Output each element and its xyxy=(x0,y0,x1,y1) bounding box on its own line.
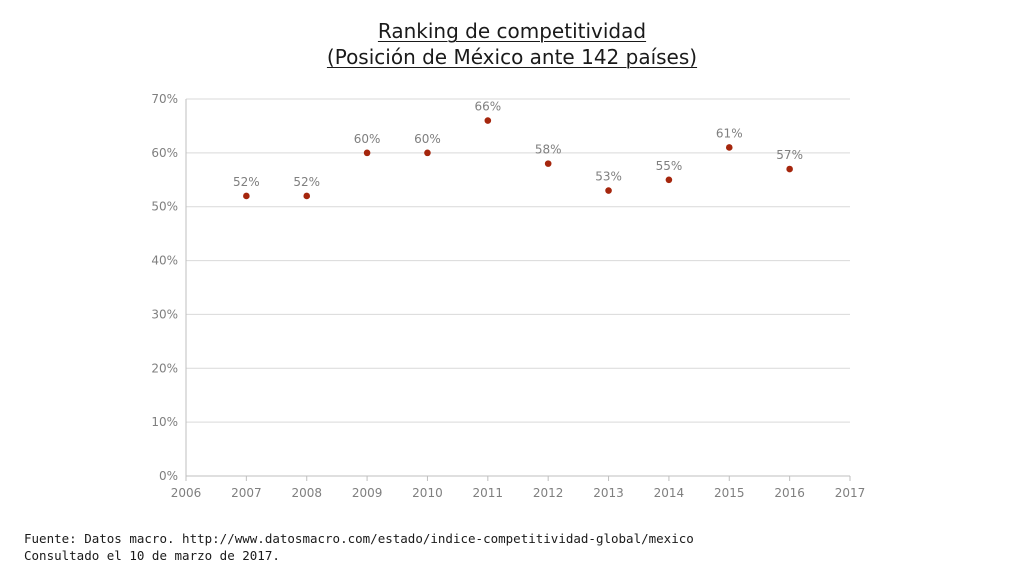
data-point xyxy=(665,176,673,184)
data-label: 55% xyxy=(656,159,683,173)
data-label: 57% xyxy=(776,148,803,162)
source-text: Fuente: Datos macro. http://www.datosmac… xyxy=(24,531,694,546)
x-tick-label: 2016 xyxy=(774,486,805,500)
data-point xyxy=(363,149,371,157)
data-label: 53% xyxy=(595,170,622,184)
data-point xyxy=(303,192,311,200)
axis-layer: 0% 10% 20% 30% 40% 50% 60% 70% 2006 2007 2008 2009 2… xyxy=(151,92,865,500)
x-tick-label: 2014 xyxy=(654,486,685,500)
data-point xyxy=(544,160,552,167)
x-tick-label: 2010 xyxy=(412,486,443,500)
x-tick-label: 2017 xyxy=(835,486,866,500)
data-point xyxy=(424,149,431,157)
data-label: 61% xyxy=(716,126,743,140)
x-tick-label: 2013 xyxy=(593,486,624,500)
mark-layer: 52% 52% 60% 60% 66% 58% 53% 55% 61% 57% xyxy=(233,100,803,200)
data-point xyxy=(605,187,612,194)
x-tick-label: 2011 xyxy=(473,486,504,500)
x-tick-label: 2008 xyxy=(291,486,322,500)
y-tick-label: 10% xyxy=(151,415,178,429)
data-label: 60% xyxy=(414,132,441,146)
y-tick-label: 40% xyxy=(151,254,178,268)
y-tick-label: 60% xyxy=(151,146,178,160)
y-tick-label: 0% xyxy=(159,469,178,483)
data-point xyxy=(484,117,492,124)
x-tick-label: 2009 xyxy=(352,486,383,500)
chart-subtitle: (Posición de México ante 142 países) xyxy=(326,45,698,69)
y-tick-label: 20% xyxy=(151,361,178,375)
grid-layer xyxy=(186,98,850,423)
source-note: Fuente: Datos macro. http://www.datosmac… xyxy=(24,530,694,564)
data-label: 52% xyxy=(233,175,260,189)
data-label: 60% xyxy=(354,132,381,146)
data-point xyxy=(786,165,793,173)
data-point xyxy=(243,192,250,200)
x-tick-label: 2012 xyxy=(533,486,564,500)
consulted-date: Consultado el 10 de marzo de 2017. xyxy=(24,548,280,563)
y-tick-label: 50% xyxy=(151,200,178,214)
chart-title: Ranking de competitividad xyxy=(377,19,647,43)
x-tick-label: 2015 xyxy=(714,486,745,500)
data-label: 58% xyxy=(535,143,562,157)
data-point xyxy=(725,144,733,151)
data-label: 52% xyxy=(293,175,320,189)
x-tick-label: 2006 xyxy=(171,486,202,500)
chart-title-block: Ranking de competitividad (Posición de M… xyxy=(0,18,1024,70)
y-tick-label: 70% xyxy=(151,92,178,106)
data-label: 66% xyxy=(474,100,501,114)
x-tick-label: 2007 xyxy=(231,486,262,500)
y-tick-label: 30% xyxy=(151,307,178,321)
